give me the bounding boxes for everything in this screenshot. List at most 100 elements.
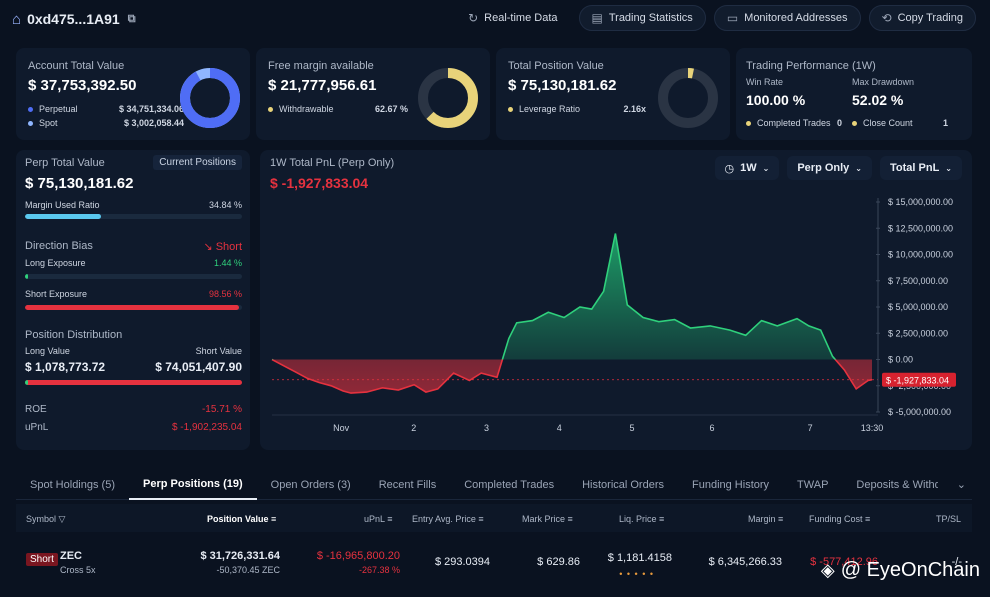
pnl-area-negative — [272, 359, 872, 394]
completed-trades-value: 0 — [836, 118, 842, 128]
current-positions-badge[interactable]: Current Positions — [153, 155, 242, 170]
short-exposure-label: Short Exposure — [25, 289, 88, 299]
max-drawdown-label: Max Drawdown — [852, 77, 915, 87]
y-tick-label: $ -5,000,000.00 — [888, 407, 951, 417]
long-exposure-label: Long Exposure — [25, 258, 86, 268]
total-position-value: $ 75,130,181.62 — [508, 77, 617, 94]
margin-used-label: Margin Used Ratio — [25, 200, 100, 210]
withdrawable-label: Withdrawable — [279, 104, 334, 114]
copy-trading-icon: ⟲ — [881, 11, 892, 25]
leverage-legend: Leverage Ratio 2.16x — [508, 104, 646, 114]
long-value-label: Long Value — [25, 346, 70, 356]
account-total-value: $ 37,753,392.50 — [28, 77, 137, 94]
binance-logo-icon: ◈ — [820, 560, 835, 580]
pnl-chart[interactable]: $ 15,000,000.00 $ 12,500,000.00 $ 10,000,0… — [260, 190, 972, 450]
completed-trades-label: Completed Trades — [757, 118, 831, 128]
col-liq-price[interactable]: Liq. Price ≡ — [619, 514, 665, 524]
col-margin[interactable]: Margin ≡ — [748, 514, 784, 524]
pnl-chart-value: $ -1,927,833.04 — [270, 175, 369, 191]
margin-used-fill — [25, 214, 101, 219]
x-tick-label: 3 — [484, 423, 489, 433]
total-position-card: Total Position Value $ 75,130,181.62 Lev… — [496, 48, 730, 140]
y-tick-label: $ 2,500,000.00 — [888, 328, 948, 338]
trading-performance-title: Trading Performance (1W) — [746, 60, 876, 72]
free-margin-title: Free margin available — [268, 60, 374, 72]
positions-tabs: Spot Holdings (5) Perp Positions (19) Op… — [16, 470, 972, 500]
row-mode: Cross 5x — [60, 565, 96, 575]
copy-trading-button[interactable]: ⟲ Copy Trading — [868, 5, 976, 31]
wallet-address-text: 0xd475...1A91 — [27, 11, 120, 27]
scope-select[interactable]: Perp Only ⌄ — [787, 156, 872, 180]
copy-icon[interactable]: ⧉ — [127, 12, 136, 25]
perpetual-dot — [28, 106, 33, 112]
col-symbol[interactable]: Symbol ▽ — [26, 514, 66, 524]
wallet-address: ⌂ 0xd475...1A91 ⧉ — [12, 11, 136, 28]
tab-spot-holdings[interactable]: Spot Holdings (5) — [30, 478, 115, 491]
tab-open-orders[interactable]: Open Orders (3) — [270, 478, 351, 491]
metric-select[interactable]: Total PnL ⌄ — [880, 156, 962, 180]
y-tick-label: $ 7,500,000.00 — [888, 276, 948, 286]
leverage-arc — [687, 67, 694, 79]
col-entry-price[interactable]: Entry Avg. Price ≡ — [412, 514, 484, 524]
close-count-dot — [852, 120, 857, 126]
monitor-icon: ▭ — [726, 11, 739, 25]
timeframe-label: 1W — [740, 162, 757, 174]
max-drawdown-value: 52.02 % — [852, 92, 904, 108]
x-tick-label: 6 — [709, 423, 714, 433]
row-symbol[interactable]: ZEC — [60, 550, 82, 562]
chevron-down-icon: ⌄ — [945, 163, 952, 173]
monitored-addresses-button[interactable]: ▭ Monitored Addresses — [713, 5, 861, 31]
tab-perp-positions[interactable]: Perp Positions (19) — [129, 470, 257, 500]
long-distribution-fill — [25, 380, 29, 385]
spot-legend: Spot $ 3,002,058.44 — [28, 118, 184, 128]
perp-total-panel: Perp Total Value Current Positions $ 75,… — [16, 150, 250, 450]
direction-bias-value: ↘ Short — [203, 240, 242, 253]
header-actions: ↻ Real-time Data ▤ Trading Statistics ▭ … — [455, 5, 976, 31]
real-time-data-button[interactable]: ↻ Real-time Data — [455, 5, 570, 31]
perpetual-value: $ 34,751,334.06 — [118, 104, 184, 114]
spot-value: $ 3,002,058.44 — [123, 118, 184, 128]
sort-icon: ≡ — [778, 514, 784, 524]
tab-historical-orders[interactable]: Historical Orders — [582, 478, 664, 491]
col-tpsl: TP/SL — [936, 514, 962, 524]
watermark: ◈ @ EyeOnChain — [821, 559, 980, 582]
long-exposure-value: 1.44 % — [213, 258, 242, 268]
row-position-size: -50,370.45 ZEC — [216, 565, 280, 575]
timeframe-select[interactable]: ◷ 1W ⌄ — [714, 156, 780, 180]
y-tick-label: $ 15,000,000.00 — [888, 197, 953, 207]
short-exposure-value: 98.56 % — [208, 289, 242, 299]
positions-table-header: Symbol ▽ Position Value ≡ uPnL ≡ Entry A… — [16, 504, 972, 532]
account-total-value-card: Account Total Value $ 37,753,392.50 Perp… — [16, 48, 250, 140]
col-mark-price[interactable]: Mark Price ≡ — [522, 514, 573, 524]
table-row[interactable]: Short ZEC Cross 5x $ 31,726,331.64 -50,3… — [16, 540, 972, 584]
scope-label: Perp Only — [797, 162, 850, 174]
leverage-dot — [508, 106, 513, 112]
margin-used-bar — [25, 214, 242, 219]
tabs-chevron-down-icon[interactable]: ⌄ — [956, 479, 966, 491]
direction-bias-text: Short — [215, 241, 242, 253]
perp-total-title: Perp Total Value — [25, 157, 105, 169]
perp-total-value: $ 75,130,181.62 — [25, 175, 134, 192]
row-funding-cost: $ -577,412.96 — [810, 556, 878, 568]
spot-dot — [28, 120, 33, 126]
tab-twap[interactable]: TWAP — [797, 478, 829, 491]
col-position-value[interactable]: Position Value ≡ — [207, 514, 277, 524]
tab-recent-fills[interactable]: Recent Fills — [378, 478, 437, 491]
free-margin-card: Free margin available $ 21,777,956.61 Wi… — [256, 48, 490, 140]
sort-icon: ≡ — [865, 514, 871, 524]
pnl-area-positive — [272, 233, 872, 360]
trading-statistics-button[interactable]: ▤ Trading Statistics — [578, 5, 706, 31]
pnl-chart-title: 1W Total PnL (Perp Only) — [270, 157, 395, 169]
y-tick-label: $ 5,000,000.00 — [888, 302, 948, 312]
tab-completed-trades[interactable]: Completed Trades — [464, 478, 555, 491]
home-icon[interactable]: ⌂ — [12, 10, 22, 28]
row-tpsl[interactable]: -/- — [951, 556, 962, 568]
tab-deposits-withdrawals[interactable]: Deposits & Withdra — [856, 478, 939, 491]
col-funding-cost[interactable]: Funding Cost ≡ — [809, 514, 871, 524]
trend-down-icon: ↘ — [203, 241, 213, 253]
completed-trades-legend: Completed Trades 0 — [746, 118, 842, 128]
col-upnl[interactable]: uPnL ≡ — [364, 514, 393, 524]
short-exposure-fill — [25, 305, 239, 310]
metric-label: Total PnL — [890, 162, 940, 174]
tab-funding-history[interactable]: Funding History — [692, 478, 770, 491]
